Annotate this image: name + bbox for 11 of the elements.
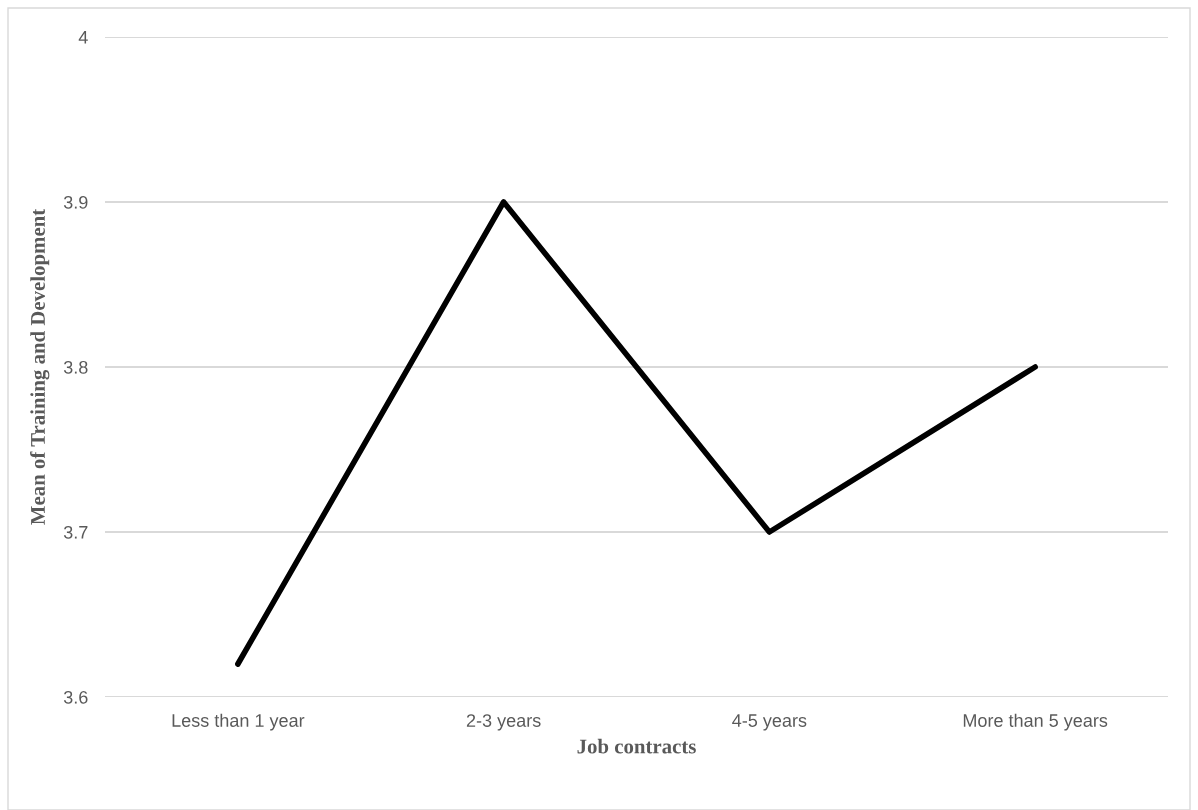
y-tick-label: 3.7 (63, 525, 88, 539)
x-axis-title: Job contracts (577, 738, 696, 754)
y-tick-label: 3.8 (63, 360, 88, 374)
x-tick-label: More than 5 years (963, 713, 1108, 731)
y-tick-label: 4 (78, 31, 88, 44)
x-tick-label: Less than 1 year (172, 713, 305, 731)
y-tick-label: 3.6 (63, 690, 88, 704)
y-tick-label: 3.9 (63, 195, 88, 209)
x-tick-label: 4-5 years (732, 714, 807, 731)
x-tick-label: 2-3 years (466, 714, 541, 731)
y-axis-title: Mean of Training and Development (30, 208, 50, 525)
